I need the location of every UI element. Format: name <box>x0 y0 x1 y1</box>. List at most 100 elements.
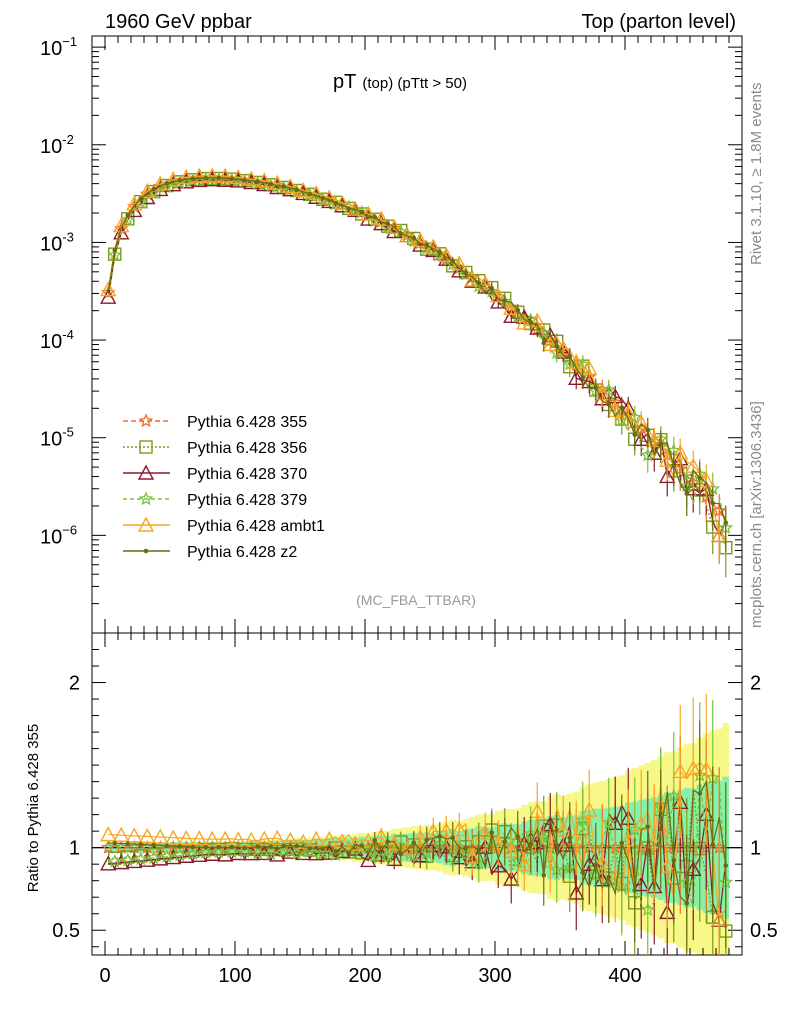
series-z2-ratio-point <box>320 846 326 852</box>
series-379-ratio-point <box>328 847 344 862</box>
legend-marker <box>137 464 155 480</box>
series-ambt1-ratio-point <box>451 821 468 837</box>
ratio-y-label: Ratio to Pythia 6.428 355 <box>25 724 42 892</box>
series-379-line <box>107 178 727 529</box>
series-ambt1-ratio-point <box>399 840 416 856</box>
series-ambt1-ratio-point <box>347 835 364 851</box>
series-z2-ratio-point <box>645 824 651 830</box>
tick-exponent: -5 <box>62 425 74 440</box>
ratio-xtick-label: 300 <box>478 965 511 987</box>
legend-marker <box>137 516 155 532</box>
series-z2-ratio-point <box>502 839 508 844</box>
series-ambt1-point <box>256 172 273 188</box>
mcplots-label: mcplots.cern.ch [arXiv:1306.3436] <box>748 401 765 628</box>
tick-base: 10 <box>40 429 62 451</box>
series-ambt1-point <box>243 170 260 186</box>
series-z2-ratio-point <box>437 834 443 839</box>
series-ambt1-point <box>490 287 507 303</box>
series-z2-ratio-point <box>593 862 599 868</box>
series-ambt1-point <box>672 444 689 460</box>
series-z2-ratio-point <box>164 843 170 849</box>
legend-label: Pythia 6.428 z2 <box>187 544 297 561</box>
series-ambt1-ratio-point <box>620 831 637 847</box>
series-ambt1-ratio-point <box>425 823 442 839</box>
series-ambt1-ratio-point <box>165 829 182 845</box>
legend-label: Pythia 6.428 ambt1 <box>187 518 325 535</box>
series-379-ratio-point <box>198 844 214 859</box>
series-ambt1-point <box>373 210 390 226</box>
series-379-point <box>614 412 630 427</box>
series-z2-ratio-point <box>489 830 495 835</box>
main-ytick-label: 10−1 <box>40 34 77 60</box>
series-z2-ratio-point <box>125 841 131 847</box>
ratio-xtick-label: 400 <box>608 965 641 987</box>
series-355-ratio-point <box>100 839 116 854</box>
series-379-ratio-point <box>627 821 643 836</box>
series-ambt1-ratio-point <box>711 911 728 927</box>
series-z2-point <box>125 213 131 218</box>
legend-label: Pythia 6.428 356 <box>187 440 307 457</box>
series-z2-point <box>684 491 690 496</box>
series-ambt1-ratio-point <box>152 828 169 844</box>
series-z2-point <box>424 242 430 248</box>
series-z2-point <box>632 432 638 437</box>
header-right: Top (parton level) <box>581 11 736 33</box>
series-ambt1-point <box>516 314 533 330</box>
series-ambt1-point <box>477 274 494 291</box>
series-z2-point <box>385 221 391 226</box>
legend-marker <box>138 491 154 506</box>
ratio-ytick-label-right: 1 <box>750 838 761 860</box>
series-ambt1-point <box>269 174 286 190</box>
series-z2-ratio-point <box>606 874 612 880</box>
series-370-ratio-point <box>581 855 598 871</box>
series-ambt1-point <box>217 167 234 183</box>
series-379-ratio-point <box>237 844 253 859</box>
series-379-point <box>406 233 422 248</box>
series-370-ratio-point <box>256 844 273 861</box>
series-z2-ratio-point <box>294 843 300 849</box>
series-z2-point <box>450 258 456 264</box>
series-z2-point <box>476 280 482 286</box>
series-ambt1-ratio-point <box>568 829 585 845</box>
series-z2-ratio-point <box>541 872 547 878</box>
series-z2-ratio-point <box>151 842 157 848</box>
series-z2-point <box>216 175 222 181</box>
ratio-ytick-label-right: 0.5 <box>750 920 778 942</box>
legend: Pythia 6.428 355 Pythia 6.428 356 Pythia 6… <box>123 413 325 561</box>
tick-exponent: -4 <box>62 327 74 342</box>
series-ambt1-ratio-point <box>113 826 130 842</box>
chart-title-sub: (top) (pTtt > 50) <box>362 75 467 92</box>
series-379-ratio-point <box>146 850 162 865</box>
series-379-ratio-point <box>185 846 201 861</box>
series-ambt1-point <box>711 526 728 542</box>
series-370-point <box>100 288 117 304</box>
series-z2-point <box>151 186 157 192</box>
rivet-label: Rivet 3.1.10, ≥ 1.8M events <box>748 83 765 266</box>
series-ambt1-point <box>126 195 143 211</box>
header-left: 1960 GeV ppbar <box>105 11 252 33</box>
series-z2-ratio-point <box>216 844 222 850</box>
series-ambt1-ratio-point <box>243 831 260 847</box>
series-ambt1-ratio-point <box>269 829 286 845</box>
series-370-ratio-point <box>568 884 585 900</box>
series-z2-ratio-point <box>177 844 183 849</box>
series-z2-point <box>229 176 235 181</box>
series-z2-point <box>541 340 547 346</box>
series-z2-point <box>177 178 183 183</box>
series-z2-point <box>710 500 716 506</box>
series-ambt1-point <box>503 299 520 315</box>
series-379-point <box>627 409 643 424</box>
series-z2-point <box>203 175 209 181</box>
series-z2-point <box>606 401 612 407</box>
series-ambt1-point <box>178 168 195 184</box>
series-z2-point <box>164 181 170 186</box>
series-z2-ratio-point <box>372 838 378 843</box>
main-series <box>100 167 734 578</box>
main-ytick-label: 10-2 <box>40 132 74 158</box>
ratio-xtick-label: 100 <box>218 965 251 987</box>
series-z2-point <box>307 191 313 197</box>
series-z2-point <box>515 307 521 313</box>
series-z2-ratio-point <box>138 842 144 847</box>
series-z2-ratio-point <box>619 840 625 846</box>
series-ambt1-point <box>165 171 182 187</box>
